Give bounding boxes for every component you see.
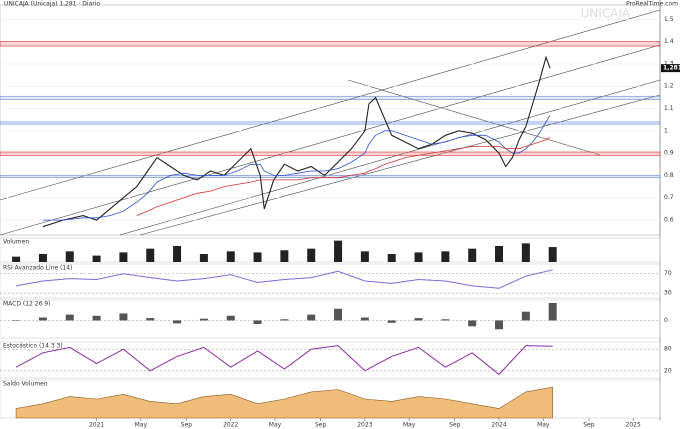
x-tick-label: May xyxy=(269,422,282,429)
bar xyxy=(12,320,21,321)
bar xyxy=(521,243,530,262)
y-tick-label: 1.2 xyxy=(664,83,674,90)
y-tick-label: 0 xyxy=(664,317,668,324)
bar xyxy=(199,318,208,321)
panel xyxy=(0,237,661,263)
panel-title: Volumen xyxy=(3,239,29,246)
last-price-label: 1,281 xyxy=(663,65,680,72)
bar xyxy=(92,255,101,262)
bar xyxy=(119,252,128,262)
y-tick-label: 0.6 xyxy=(664,217,674,224)
bar xyxy=(226,251,235,262)
x-tick-label: 2022 xyxy=(223,422,238,429)
bar xyxy=(253,320,262,324)
bar xyxy=(38,317,47,321)
series-line xyxy=(42,55,551,228)
last-price-box xyxy=(661,64,680,73)
bar xyxy=(548,247,557,262)
panel-title: Saldo Volumen xyxy=(3,381,48,388)
series-line xyxy=(42,114,551,221)
y-tick-label: 0.7 xyxy=(664,194,674,201)
bar xyxy=(92,315,101,321)
bar xyxy=(38,254,47,262)
level-band xyxy=(0,95,661,100)
level-band xyxy=(0,41,661,47)
bar xyxy=(414,252,423,262)
bar xyxy=(280,250,289,262)
bar xyxy=(387,254,396,262)
x-tick-label: May xyxy=(135,422,148,429)
level-band xyxy=(0,151,661,156)
y-tick-label: 0.8 xyxy=(664,172,674,179)
bar xyxy=(253,252,262,262)
x-tick-label: 2021 xyxy=(89,422,104,429)
y-tick-label: 1.3 xyxy=(664,60,674,67)
bar xyxy=(521,311,530,321)
bar xyxy=(468,320,477,327)
level-band xyxy=(0,121,661,125)
x-tick-label: Sep xyxy=(181,422,193,429)
area xyxy=(15,386,554,419)
chart-title: UNICAJA (Unicaja) 1,281 · Diario xyxy=(4,1,100,8)
y-tick-label: 80 xyxy=(664,346,672,353)
bar xyxy=(334,240,343,262)
x-tick-label: 2025 xyxy=(626,422,641,429)
panel xyxy=(0,299,661,339)
panel-title: RSI Avanzado Line (14) xyxy=(3,265,72,272)
panel-title: MACD (12 26 9) xyxy=(3,301,50,308)
trend-lines xyxy=(0,9,661,236)
source: ProRealTime.com xyxy=(626,1,678,8)
x-tick-label: Sep xyxy=(449,422,461,429)
bar xyxy=(334,308,343,321)
y-tick-label: 20 xyxy=(664,367,672,374)
bar xyxy=(495,320,504,330)
panel xyxy=(0,263,661,299)
y-tick-label: 1.4 xyxy=(664,38,674,45)
x-tick-label: Sep xyxy=(583,422,595,429)
indicator-line xyxy=(16,269,553,289)
y-tick-label: 1.5 xyxy=(664,16,674,23)
panel xyxy=(0,341,661,379)
series-line xyxy=(136,137,551,216)
panel-title: Estocástico (14 3 3) xyxy=(3,343,63,350)
bar xyxy=(173,246,182,262)
x-tick-label: May xyxy=(403,422,416,429)
y-tick-label: 70 xyxy=(664,270,672,277)
bar xyxy=(65,314,74,321)
watermark: UNICAJA xyxy=(581,7,631,21)
x-tick-label: Sep xyxy=(315,422,327,429)
y-tick-label: 0.9 xyxy=(664,150,674,157)
bar xyxy=(468,248,477,262)
bar xyxy=(387,320,396,323)
bar xyxy=(280,319,289,321)
bar xyxy=(146,248,155,262)
bar xyxy=(548,302,557,321)
x-tick-label: 2023 xyxy=(357,422,372,429)
bar xyxy=(307,248,316,262)
indicator-line xyxy=(15,345,553,376)
bar xyxy=(307,314,316,321)
bar xyxy=(226,315,235,321)
bar xyxy=(119,313,128,321)
bar xyxy=(12,256,21,262)
bar xyxy=(414,318,423,321)
bar xyxy=(360,251,369,262)
bar xyxy=(173,320,182,324)
x-tick-label: May xyxy=(537,422,550,429)
y-tick-label: 1 xyxy=(664,127,668,134)
y-tick-label: 1.1 xyxy=(664,105,674,112)
x-tick-label: 2024 xyxy=(491,422,506,429)
bar xyxy=(199,254,208,262)
bar xyxy=(441,251,450,262)
y-tick-label: 30 xyxy=(664,290,672,297)
bar xyxy=(495,246,504,262)
bar xyxy=(360,317,369,321)
bar xyxy=(65,251,74,262)
bar xyxy=(441,319,450,321)
bar xyxy=(146,318,155,321)
